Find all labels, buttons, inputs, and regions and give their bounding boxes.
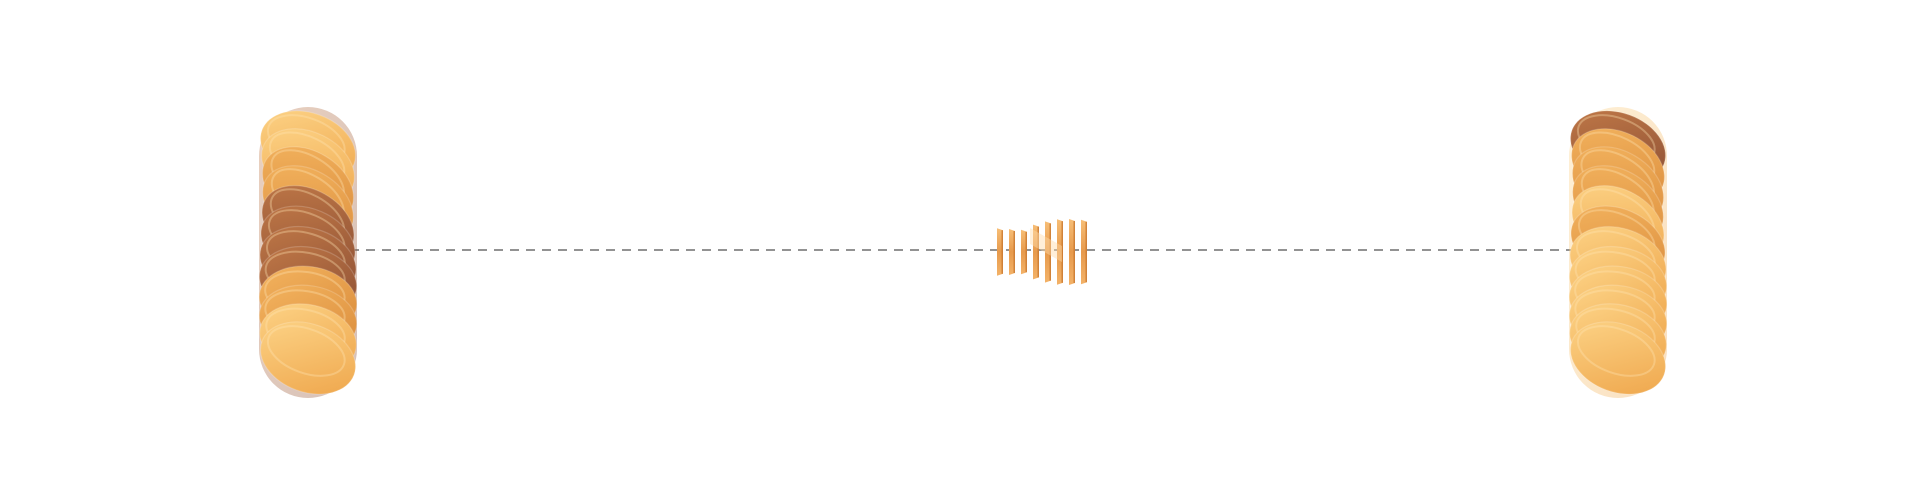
center-highlight xyxy=(1030,228,1062,262)
center-slat xyxy=(1033,224,1039,280)
center-slat xyxy=(1057,219,1063,285)
center-slat xyxy=(1021,229,1027,275)
right-twisted-sculpture xyxy=(1568,107,1668,398)
sculpture-disc-highlight xyxy=(1576,325,1656,377)
sculpture-disc-highlight xyxy=(266,325,346,377)
center-slat xyxy=(1045,221,1051,283)
sculpture-disc xyxy=(259,321,357,395)
left-twisted-sculpture xyxy=(258,107,358,398)
sculpture-disc xyxy=(1569,321,1667,395)
center-slat xyxy=(1009,229,1015,275)
center-slat xyxy=(1081,219,1087,285)
center-slat xyxy=(1069,219,1075,285)
center-slatted-object xyxy=(997,219,1087,285)
center-slat xyxy=(997,228,1003,276)
